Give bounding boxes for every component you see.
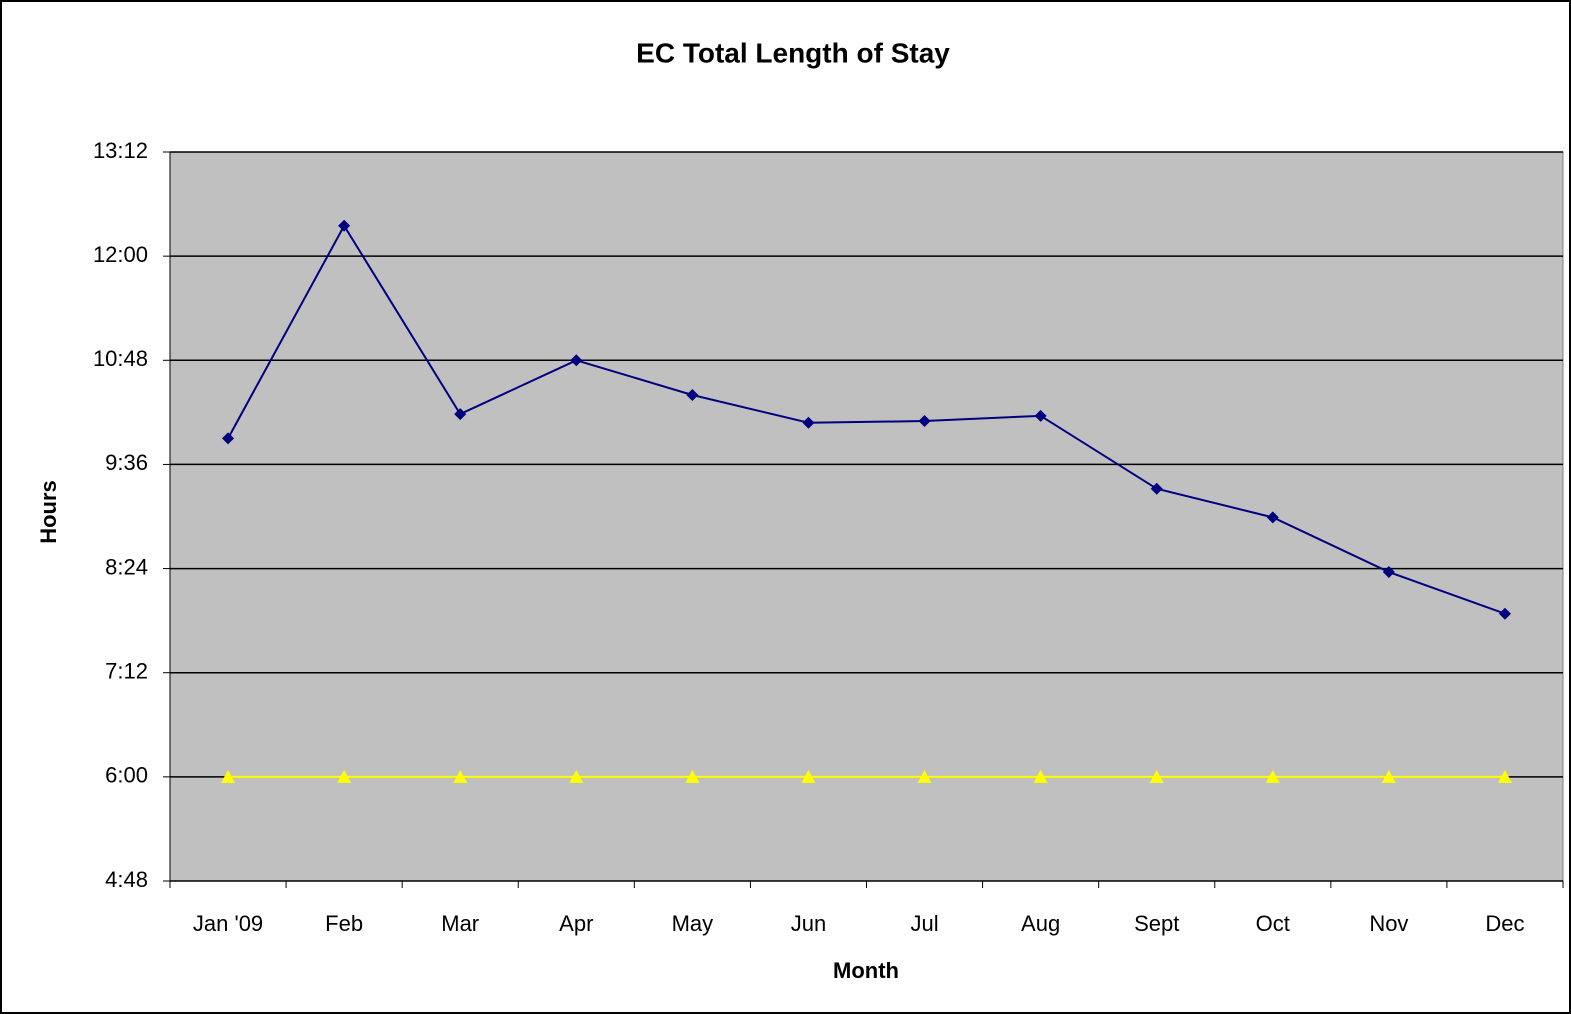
point [1498,607,1511,620]
point [1034,409,1047,422]
series-line [227,223,1506,615]
y-tick-label: 7:12 [105,659,148,684]
y-tick-label: 8:24 [105,554,148,579]
y-tick-label: 4:48 [105,867,148,892]
point [801,769,816,783]
x-tick-label: Apr [559,911,593,936]
y-tick-label: 12:00 [93,242,148,267]
x-tick-label: Jul [910,911,938,936]
point [569,769,584,783]
x-axis-label: Month [833,958,899,983]
point [1033,769,1048,783]
x-tick-label: Sept [1134,911,1179,936]
point [221,769,236,783]
chart-title: EC Total Length of Stay [636,37,950,68]
point [686,389,699,401]
point [1150,482,1163,495]
point [453,769,468,783]
y-tick-label: 9:36 [105,450,148,475]
point [338,219,351,232]
x-tick-label: Oct [1256,911,1290,936]
y-axis-label: Hours [36,480,61,544]
point [570,354,583,367]
x-tick-label: Dec [1485,911,1524,936]
point [222,432,235,445]
point [1381,769,1396,783]
x-tick-label: Mar [441,911,479,936]
point [685,769,700,783]
y-tick-label: 13:12 [93,138,148,163]
point [1497,769,1512,783]
plot-area [169,151,1564,882]
point [1265,769,1280,783]
point [917,769,932,783]
point [1266,511,1279,524]
point [337,769,352,783]
point [918,415,931,428]
point [454,408,467,421]
x-tick-label: May [672,911,714,936]
y-tick-label: 6:00 [105,763,148,788]
point [802,416,815,429]
x-tick-label: Jun [791,911,826,936]
x-tick-label: Aug [1021,911,1060,936]
point [1149,769,1164,783]
x-tick-label: Nov [1369,911,1408,936]
x-tick-label: Jan '09 [193,911,263,936]
y-tick-label: 10:48 [93,346,148,371]
point [1382,566,1395,579]
x-tick-label: Feb [325,911,363,936]
